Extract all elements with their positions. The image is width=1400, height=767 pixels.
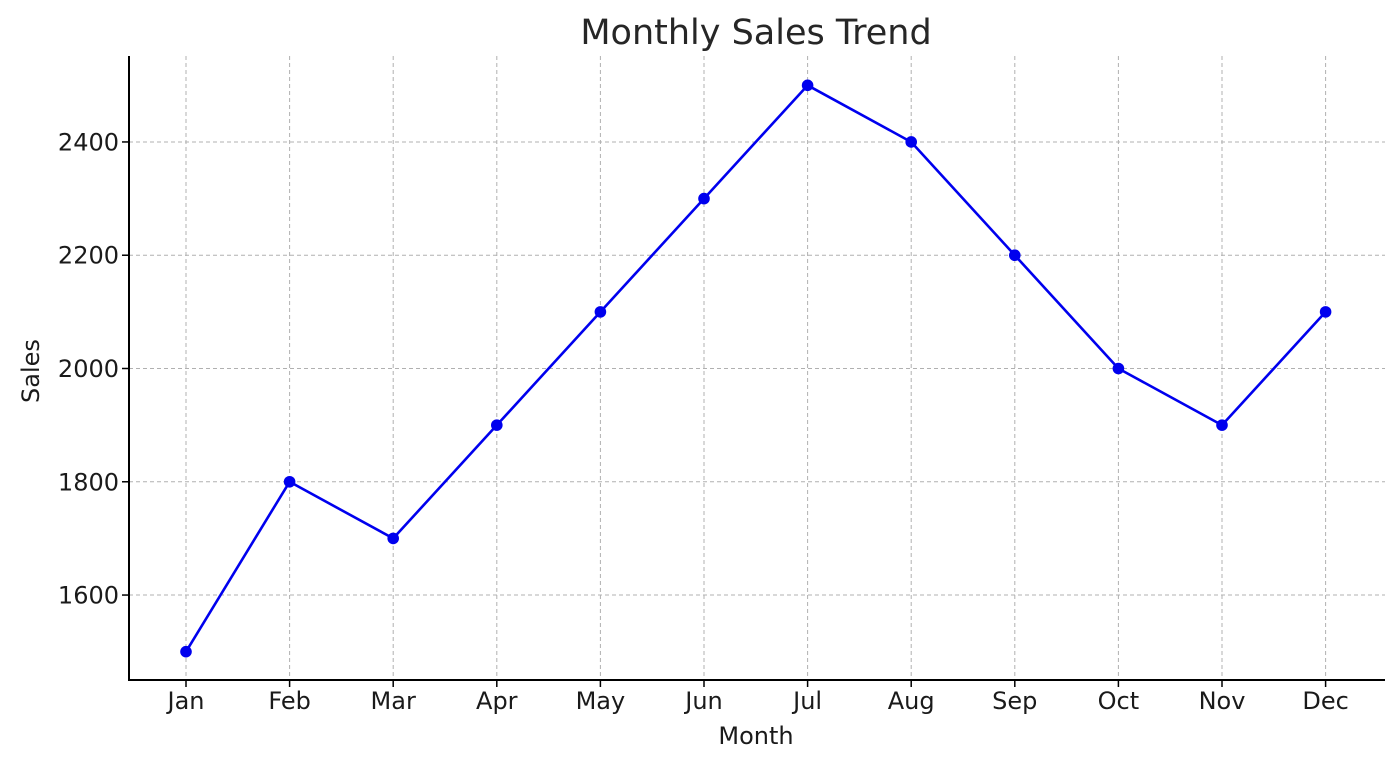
x-tick-label-apr: Apr [476, 687, 518, 715]
data-point-sep [1009, 249, 1021, 262]
horizontal-gridlines [129, 141, 1385, 596]
x-tick-label-mar: Mar [371, 687, 416, 715]
data-point-jun [698, 192, 710, 205]
x-tick-label-sep: Sep [992, 687, 1037, 715]
data-point-nov [1216, 419, 1228, 431]
x-tick-label-dec: Dec [1302, 687, 1348, 715]
data-point-mar [387, 532, 400, 545]
x-tick-label-jan: Jan [166, 687, 205, 715]
chart-title: Monthly Sales Trend [580, 13, 931, 53]
y-tick-label-2000: 2000 [58, 355, 119, 383]
x-tick-label-jul: Jul [791, 687, 822, 715]
y-tick-label-2200: 2200 [58, 242, 119, 270]
x-axis-label: Month [718, 722, 793, 750]
data-point-jul [801, 79, 814, 92]
x-tick-label-nov: Nov [1199, 687, 1246, 715]
x-axis-ticks: Jan Feb Mar Apr May Jun Jul Aug Sep Oct Nov Dec [166, 680, 1349, 715]
y-axis-label: Sales [17, 339, 45, 403]
data-point-may [594, 306, 607, 318]
y-tick-label-1600: 1600 [58, 582, 119, 610]
data-point-oct [1112, 362, 1125, 375]
x-tick-label-aug: Aug [888, 687, 935, 715]
series-0-line [184, 84, 1327, 653]
x-tick-label-oct: Oct [1098, 687, 1140, 715]
data-point-feb [283, 475, 296, 488]
y-tick-label-1800: 1800 [58, 468, 119, 496]
data-point-apr [491, 419, 503, 431]
series-layer [180, 79, 1332, 658]
x-tick-label-may: May [576, 687, 626, 715]
data-point-dec [1319, 306, 1332, 318]
x-tick-label-feb: Feb [268, 687, 311, 715]
y-tick-label-2400: 2400 [58, 128, 119, 156]
y-axis-ticks: 1600 1800 2000 2200 2400 [58, 128, 129, 610]
x-tick-label-jun: Jun [683, 687, 723, 715]
data-point-jan [180, 645, 192, 658]
data-point-aug [905, 136, 917, 148]
